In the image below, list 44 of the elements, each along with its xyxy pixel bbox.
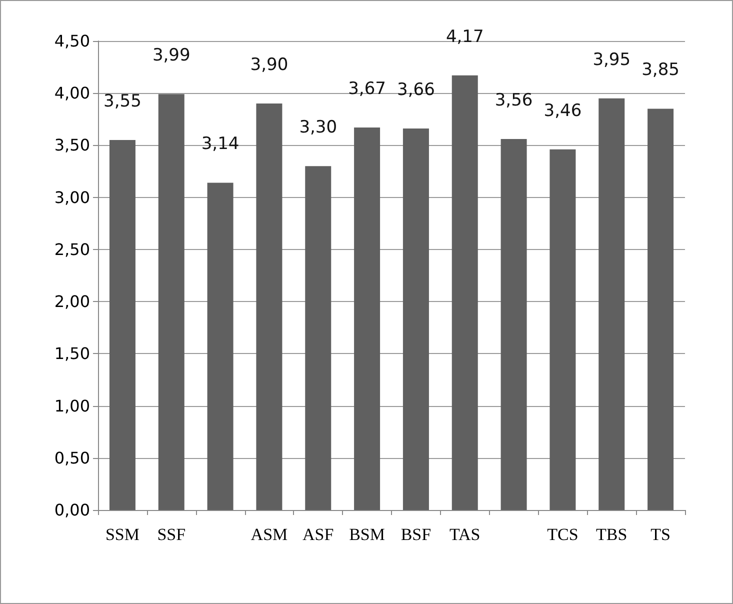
- y-tick-label: 0,50: [54, 448, 90, 468]
- bar: [305, 166, 332, 510]
- x-tick-label: SSF: [157, 525, 186, 544]
- data-label: 3,67: [348, 79, 386, 100]
- y-tick-label: 3,50: [54, 136, 90, 155]
- bar: [354, 128, 380, 510]
- bar: [598, 98, 625, 510]
- data-label: 3,85: [642, 60, 680, 80]
- data-label: 3,90: [250, 55, 288, 76]
- data-label: 3,14: [201, 134, 240, 154]
- x-tick-label: BSF: [400, 525, 432, 544]
- x-tick-label: ASM: [250, 525, 288, 544]
- y-tick-label: 2,00: [54, 292, 90, 312]
- data-label: 3,46: [544, 100, 582, 121]
- data-label: 3,55: [104, 92, 142, 112]
- data-label: 3,95: [592, 50, 631, 70]
- bar: [109, 140, 136, 510]
- bar: [207, 182, 234, 510]
- bar: [500, 138, 527, 510]
- x-tick-label: SSM: [105, 525, 140, 544]
- bar: [158, 94, 184, 510]
- x-tick-label: TCS: [547, 525, 578, 544]
- x-tick-label: TS: [650, 525, 670, 544]
- y-tick-label: 0,00: [54, 500, 90, 520]
- x-tick-label: TAS: [449, 525, 480, 544]
- x-tick-label: ASF: [302, 525, 334, 544]
- data-label: 3,30: [299, 118, 338, 138]
- y-tick-label: 1,50: [54, 344, 90, 364]
- data-label: 3,66: [397, 80, 435, 100]
- data-label: 3,56: [494, 90, 533, 110]
- bar: [452, 75, 478, 510]
- x-tick-label: BSM: [349, 525, 386, 544]
- bar: [256, 104, 282, 510]
- y-tick-label: 4,50: [54, 32, 90, 50]
- data-label: 4,17: [446, 26, 484, 47]
- x-tick-label: TBS: [596, 525, 628, 544]
- bar: [648, 108, 674, 510]
- y-tick-label: 4,00: [54, 84, 90, 103]
- y-tick-label: 3,00: [54, 188, 90, 207]
- bar: [402, 128, 429, 510]
- y-tick-label: 1,00: [54, 396, 90, 416]
- bar: [550, 149, 576, 510]
- data-label: 3,99: [152, 46, 190, 66]
- y-tick-label: 2,50: [54, 240, 90, 259]
